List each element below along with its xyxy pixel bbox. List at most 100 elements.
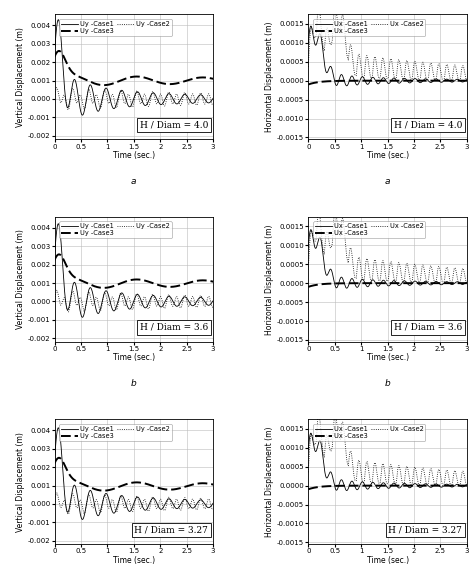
Uy -Case3 — [79, 480, 85, 487]
Ux -Case1 — [305, 243, 311, 250]
Uy -Case2 — [70, 85, 75, 92]
Ux -Case1 — [366, 282, 372, 289]
Uy -Case2 — [79, 300, 85, 306]
Ux -Case1 — [444, 75, 450, 82]
Ux -Case1 — [305, 40, 311, 47]
Uy -Case3 — [113, 79, 118, 86]
Ux -Case2 — [444, 264, 449, 271]
Line: Uy -Case1: Uy -Case1 — [55, 428, 213, 520]
Ux -Case2 — [305, 266, 311, 273]
Uy -Case1 — [113, 103, 118, 110]
Line: Ux -Case2: Ux -Case2 — [308, 210, 467, 284]
Uy -Case1 — [113, 306, 118, 313]
Uy -Case3 — [210, 75, 216, 82]
Legend: Ux -Case1, Ux -Case3, Ux -Case2: Ux -Case1, Ux -Case3, Ux -Case2 — [313, 19, 426, 36]
Legend: Ux -Case1, Ux -Case3, Ux -Case2: Ux -Case1, Ux -Case3, Ux -Case2 — [313, 221, 426, 238]
Uy -Case2 — [54, 490, 60, 497]
Uy -Case1 — [80, 112, 85, 119]
Uy -Case3 — [70, 69, 75, 76]
Uy -Case2 — [54, 287, 60, 294]
Uy -Case3 — [119, 77, 125, 84]
Ux -Case3 — [366, 77, 372, 84]
Ux -Case2 — [316, 411, 321, 418]
Ux -Case3 — [333, 483, 338, 490]
Ux -Case3 — [333, 78, 338, 85]
Ux -Case3 — [324, 78, 329, 85]
Ux -Case3 — [373, 280, 379, 287]
Uy -Case3 — [79, 278, 85, 285]
Uy -Case1 — [119, 290, 125, 297]
Line: Uy -Case3: Uy -Case3 — [55, 255, 213, 288]
Uy -Case3 — [101, 487, 107, 494]
Ux -Case3 — [305, 81, 311, 88]
Ux -Case3 — [324, 281, 329, 287]
Ux -Case2 — [316, 3, 321, 10]
Uy -Case2 — [207, 93, 213, 100]
Uy -Case3 — [113, 282, 118, 289]
X-axis label: Time (sec.): Time (sec.) — [366, 151, 409, 160]
Line: Ux -Case2: Ux -Case2 — [308, 6, 467, 81]
Ux -Case1 — [464, 481, 470, 488]
Text: H / Diam = 3.6: H / Diam = 3.6 — [394, 323, 462, 332]
Ux -Case1 — [324, 69, 329, 76]
Uy -Case3 — [56, 454, 62, 461]
Text: H / Diam = 3.27: H / Diam = 3.27 — [135, 525, 209, 535]
Uy -Case2 — [210, 304, 216, 310]
Uy -Case3 — [210, 481, 216, 488]
Ux -Case2 — [305, 63, 311, 70]
Uy -Case1 — [79, 314, 85, 321]
Ux -Case2 — [461, 470, 467, 477]
Line: Uy -Case2: Uy -Case2 — [55, 88, 213, 109]
Ux -Case2 — [373, 463, 379, 470]
Uy -Case2 — [119, 497, 125, 503]
Ux -Case2 — [464, 78, 470, 85]
Uy -Case2 — [113, 103, 118, 109]
Uy -Case1 — [55, 425, 61, 431]
Uy -Case3 — [190, 278, 196, 285]
Uy -Case3 — [119, 482, 125, 489]
Y-axis label: Vertical Displacement (m): Vertical Displacement (m) — [16, 27, 25, 127]
Ux -Case1 — [373, 78, 379, 85]
Y-axis label: Horizontal Displacement (m): Horizontal Displacement (m) — [265, 224, 274, 335]
Ux -Case1 — [366, 484, 372, 491]
Uy -Case2 — [52, 501, 57, 507]
Uy -Case1 — [113, 508, 118, 515]
Uy -Case1 — [70, 80, 75, 87]
Uy -Case1 — [190, 302, 196, 309]
Y-axis label: Vertical Displacement (m): Vertical Displacement (m) — [16, 229, 25, 329]
Uy -Case1 — [190, 505, 196, 511]
Ux -Case1 — [373, 483, 379, 490]
Uy -Case1 — [207, 301, 213, 308]
Ux -Case3 — [461, 482, 466, 489]
Text: H / Diam = 3.27: H / Diam = 3.27 — [388, 525, 462, 535]
Uy -Case2 — [79, 97, 85, 104]
Ux -Case2 — [373, 260, 379, 267]
Ux -Case1 — [305, 446, 311, 453]
Ux -Case3 — [333, 280, 338, 287]
Uy -Case1 — [119, 492, 125, 499]
Ux -Case3 — [366, 280, 372, 287]
Ux -Case1 — [464, 76, 470, 83]
Uy -Case3 — [190, 75, 196, 82]
Ux -Case3 — [464, 280, 470, 287]
Ux -Case1 — [344, 82, 350, 89]
Uy -Case1 — [80, 516, 85, 523]
Ux -Case3 — [305, 283, 311, 290]
Line: Ux -Case1: Ux -Case1 — [308, 230, 467, 288]
Uy -Case3 — [207, 480, 213, 487]
Ux -Case3 — [464, 77, 470, 84]
Uy -Case2 — [207, 296, 213, 303]
Uy -Case1 — [79, 112, 85, 119]
Ux -Case1 — [324, 272, 329, 279]
Ux -Case1 — [461, 281, 467, 287]
Uy -Case2 — [70, 287, 75, 294]
Uy -Case2 — [119, 294, 125, 301]
Legend: Uy -Case1, Uy -Case3, Uy -Case2: Uy -Case1, Uy -Case3, Uy -Case2 — [59, 221, 172, 238]
Uy -Case2 — [113, 305, 118, 312]
Uy -Case3 — [52, 54, 57, 60]
Ux -Case2 — [333, 5, 339, 12]
Ux -Case2 — [444, 467, 449, 473]
Uy -Case3 — [79, 74, 85, 81]
Uy -Case1 — [210, 297, 216, 304]
Uy -Case3 — [207, 75, 213, 82]
